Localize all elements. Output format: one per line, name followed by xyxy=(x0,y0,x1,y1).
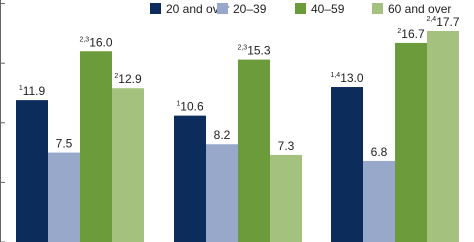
bar xyxy=(112,88,144,242)
bar xyxy=(16,100,48,242)
bar xyxy=(363,160,395,242)
value-text: 17.7 xyxy=(436,15,460,29)
footnote: 2,4 xyxy=(426,16,436,23)
value-text: 16.0 xyxy=(89,35,113,49)
value-text: 7.5 xyxy=(56,137,73,151)
legend-label: 20 and over xyxy=(166,2,229,16)
value-text: 11.9 xyxy=(23,84,46,98)
bar xyxy=(174,115,206,242)
value-label: 212.9 xyxy=(114,72,142,86)
bar xyxy=(270,154,302,242)
value-text: 15.3 xyxy=(247,44,271,58)
legend-label: 20–39 xyxy=(233,2,267,16)
bar xyxy=(80,51,112,242)
footnote: 2,3 xyxy=(237,45,247,52)
value-text: 12.9 xyxy=(118,72,142,86)
value-label: 7.5 xyxy=(56,137,73,151)
value-text: 7.3 xyxy=(278,139,295,153)
bar xyxy=(238,59,270,242)
value-text: 16.7 xyxy=(401,27,425,41)
bar xyxy=(395,42,427,242)
footnote: 2 xyxy=(397,28,401,35)
footnote: 2 xyxy=(114,73,118,80)
value-text: 10.6 xyxy=(180,100,204,114)
value-label: 7.3 xyxy=(278,139,295,153)
value-label: 2,417.7 xyxy=(426,15,459,29)
footnote: 1 xyxy=(176,101,180,108)
footnote: 1 xyxy=(19,85,23,92)
value-text: 8.2 xyxy=(214,128,231,142)
legend-swatch xyxy=(217,3,228,14)
footnote: 2,3 xyxy=(79,36,89,43)
bar xyxy=(331,87,363,242)
value-label: 8.2 xyxy=(214,128,231,142)
value-text: 6.8 xyxy=(371,145,388,159)
bar xyxy=(427,30,459,242)
bar xyxy=(206,144,238,242)
value-label: 111.9 xyxy=(19,84,46,98)
legend-label: 40–59 xyxy=(311,2,345,16)
legend-swatch xyxy=(150,3,161,14)
legend-label: 60 and over xyxy=(388,2,451,16)
bar xyxy=(48,152,80,242)
legend-swatch xyxy=(295,3,306,14)
value-text: 13.0 xyxy=(340,71,364,85)
footnote: 1,4 xyxy=(330,72,340,79)
value-label: 6.8 xyxy=(371,145,388,159)
legend-swatch xyxy=(372,3,383,14)
value-label: 2,315.3 xyxy=(237,44,270,58)
value-label: 2,316.0 xyxy=(79,35,112,49)
value-label: 110.6 xyxy=(176,100,204,114)
value-label: 1,413.0 xyxy=(330,71,363,85)
value-label: 216.7 xyxy=(397,27,425,41)
